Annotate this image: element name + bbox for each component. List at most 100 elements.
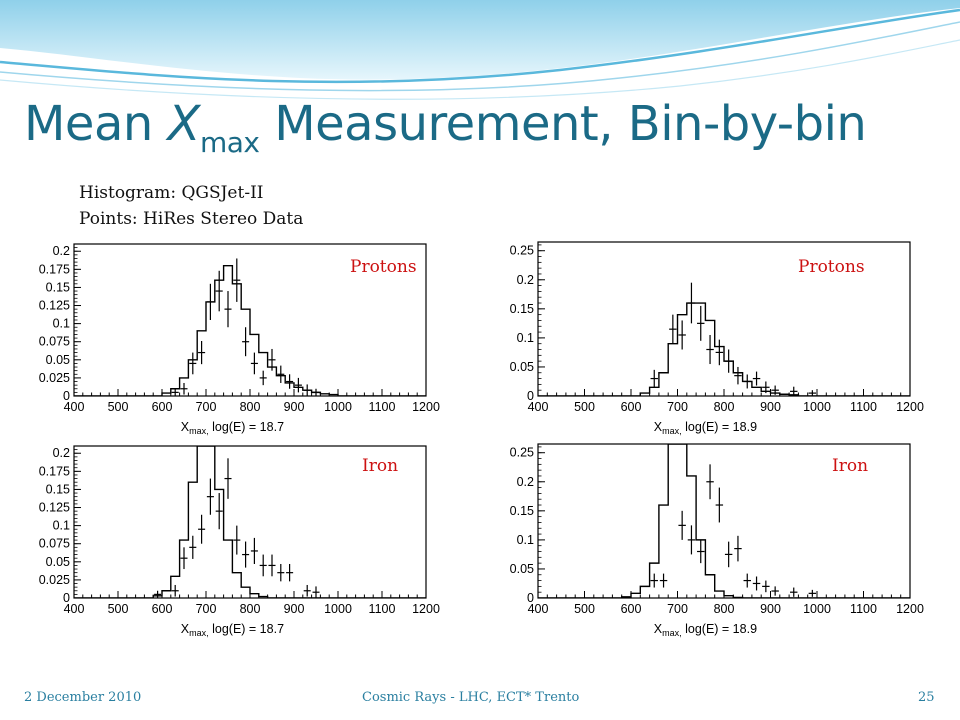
- chart-protons-18-9: 400 500 600 700 800 900 1000 1100 1200 0 0.05 0.1 0.…: [510, 241, 924, 436]
- x-tick-label: 500: [108, 400, 129, 414]
- y-tick-label: 0.2: [53, 244, 70, 258]
- x-tick-label: 1100: [369, 400, 396, 414]
- y-tick-label: 0.075: [39, 335, 70, 349]
- x-tick-label: 1000: [324, 602, 352, 616]
- data-point: [259, 370, 267, 386]
- y-tick-label: 0.1: [53, 317, 70, 331]
- data-point: [286, 563, 294, 582]
- data-point: [233, 258, 241, 302]
- x-tick-label: 1200: [896, 400, 924, 414]
- panel-label: Protons: [798, 257, 865, 277]
- x-tick-label: 800: [240, 400, 261, 414]
- data-point: [706, 464, 714, 500]
- data-point: [678, 510, 686, 540]
- chart-iron-18-9: 400 500 600 700 800 900 1000 1100 1200 0 0.05 0.1 0.…: [510, 443, 924, 638]
- x-tick-label: 1200: [412, 602, 440, 616]
- x-axis-label: Xmax, log(E) = 18.9: [654, 420, 757, 436]
- data-point: [303, 384, 311, 396]
- x-tick-label: 1200: [412, 400, 440, 414]
- data-point: [650, 369, 658, 388]
- data-point: [697, 539, 705, 564]
- title-post: Measurement, Bin-by-bin: [259, 96, 867, 152]
- x-tick-label: 900: [760, 400, 781, 414]
- data-point: [724, 541, 733, 568]
- data-point: [286, 374, 294, 389]
- y-tick-label: 0.15: [46, 482, 70, 496]
- x-tick-label: 1100: [369, 602, 396, 616]
- y-tick-label: 0.175: [39, 262, 70, 276]
- chart-iron-18-7: 400 500 600 700 800 900 1000 1100 1200 0 0.025 0.05…: [39, 445, 440, 638]
- histogram-line: [74, 446, 426, 598]
- data-point: [180, 382, 188, 395]
- data-point: [762, 381, 770, 394]
- x-tick-label: 600: [621, 400, 642, 414]
- data-point: [206, 283, 214, 320]
- x-tick-label: 400: [528, 400, 549, 414]
- x-tick-label: 800: [240, 602, 261, 616]
- data-point: [808, 390, 817, 396]
- x-axis-label: Xmax, log(E) = 18.7: [181, 420, 284, 436]
- data-point: [715, 487, 724, 523]
- data-point: [198, 340, 206, 365]
- data-point: [734, 535, 742, 562]
- data-point: [312, 586, 320, 598]
- y-tick-label: 0.05: [510, 562, 534, 576]
- x-tick-label: 800: [714, 400, 735, 414]
- data-point: [771, 385, 779, 395]
- x-tick-label: 400: [64, 400, 85, 414]
- footer-center: Cosmic Rays - LHC, ECT* Trento: [362, 690, 580, 705]
- x-tick-label: 600: [152, 400, 173, 414]
- x-tick-label: 400: [528, 602, 549, 616]
- chart-panel-1: 400 500 600 700 800 900 1000 1100 1200 0 0.025 0.05…: [24, 234, 469, 442]
- y-tick-label: 0.05: [46, 353, 70, 367]
- data-point: [171, 584, 179, 597]
- data-point: [771, 586, 779, 596]
- data-point: [715, 339, 724, 366]
- x-tick-label: 900: [760, 602, 781, 616]
- data-point: [706, 334, 714, 365]
- data-point: [224, 291, 232, 328]
- header-wave-decoration: [0, 0, 960, 100]
- x-axis-label: Xmax, log(E) = 18.7: [181, 622, 284, 638]
- y-tick-label: 0.2: [517, 475, 534, 489]
- data-point: [171, 388, 179, 396]
- data-point: [259, 554, 267, 577]
- x-tick-label: 700: [667, 602, 688, 616]
- y-tick-label: 0.15: [510, 504, 534, 518]
- data-point: [743, 573, 751, 588]
- y-tick-label: 0.2: [517, 273, 534, 287]
- title-x: X: [167, 96, 201, 152]
- panel-label: Protons: [350, 257, 417, 277]
- data-point: [312, 388, 320, 396]
- data-point: [189, 352, 197, 375]
- data-point: [303, 584, 311, 597]
- data-point: [650, 573, 658, 588]
- y-tick-label: 0.05: [510, 360, 534, 374]
- data-point: [189, 535, 197, 559]
- data-point: [790, 386, 798, 396]
- y-tick-label: 0.2: [53, 446, 70, 460]
- data-point: [762, 580, 770, 593]
- x-tick-label: 600: [152, 602, 173, 616]
- y-tick-label: 0.25: [510, 244, 534, 258]
- x-tick-label: 1000: [803, 400, 831, 414]
- histogram-line: [538, 302, 910, 396]
- x-tick-label: 500: [108, 602, 129, 616]
- y-tick-label: 0.075: [39, 537, 70, 551]
- footer-date: 2 December 2010: [24, 690, 142, 705]
- data-point: [242, 541, 250, 568]
- chart-protons-18-7: 400 500 600 700 800 900 1000 1100 1200 0 0.025 0.05…: [39, 243, 440, 436]
- x-tick-label: 800: [714, 602, 735, 616]
- panel-label: Iron: [362, 456, 398, 476]
- y-tick-label: 0.1: [517, 331, 534, 345]
- x-tick-label: 1000: [324, 400, 352, 414]
- data-point: [659, 573, 668, 588]
- points-note: Points: HiRes Stereo Data: [79, 209, 304, 229]
- x-axis-label: Xmax, log(E) = 18.9: [654, 622, 757, 638]
- y-tick-label: 0.175: [39, 464, 70, 478]
- data-point: [250, 352, 258, 375]
- data-point: [277, 563, 285, 582]
- data-point: [687, 525, 696, 555]
- x-tick-label: 1100: [850, 602, 877, 616]
- data-point: [294, 377, 302, 393]
